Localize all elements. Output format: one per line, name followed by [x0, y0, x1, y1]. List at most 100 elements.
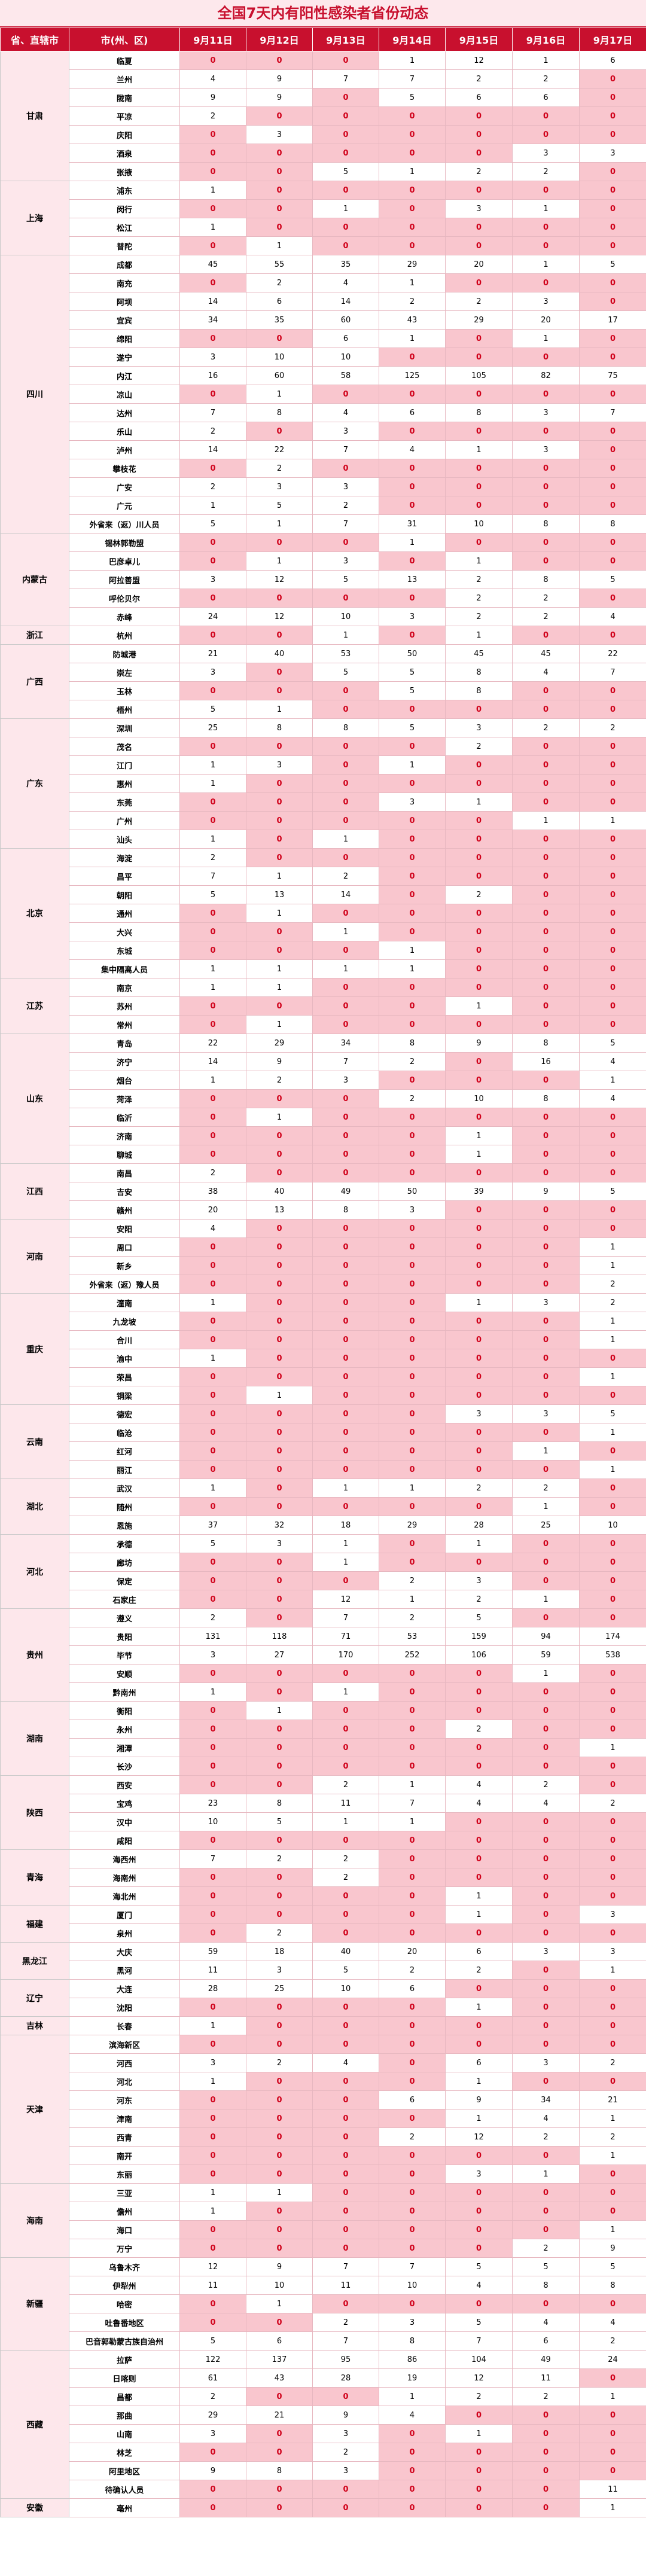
count-cell: 0	[312, 1404, 379, 1423]
table-row: 海南州 0 0 2 0 0 0 0	[1, 1868, 646, 1887]
table-row: 湘潭 0 0 0 0 0 0 1	[1, 1738, 646, 1757]
city-cell: 拉萨	[69, 2350, 180, 2369]
count-cell: 0	[512, 830, 580, 849]
count-cell: 0	[246, 2443, 313, 2462]
count-cell: 1	[179, 1478, 246, 1498]
count-cell: 0	[379, 2016, 446, 2035]
count-cell: 0	[445, 904, 513, 923]
count-cell: 0	[579, 273, 646, 292]
count-cell: 4	[512, 2313, 580, 2332]
city-cell: 新乡	[69, 1256, 180, 1275]
city-cell: 黔南州	[69, 1682, 180, 1702]
count-cell: 16	[179, 366, 246, 385]
count-cell: 0	[512, 1312, 580, 1331]
table-row: 临沧 0 0 0 0 0 0 1	[1, 1423, 646, 1442]
province-cell: 新疆	[0, 2257, 69, 2351]
count-cell: 10	[579, 1516, 646, 1535]
city-cell: 阿里地区	[69, 2461, 180, 2480]
city-cell: 阿拉善盟	[69, 570, 180, 589]
count-cell: 1	[579, 1312, 646, 1331]
city-cell: 南充	[69, 273, 180, 292]
table-row: 随州 0 0 0 0 0 1 0	[1, 1497, 646, 1516]
count-cell: 0	[379, 2146, 446, 2165]
count-cell: 0	[512, 1738, 580, 1757]
count-cell: 0	[179, 1237, 246, 1257]
count-cell: 75	[579, 366, 646, 385]
city-cell: 遵义	[69, 1608, 180, 1627]
city-cell: 菏泽	[69, 1089, 180, 1108]
count-cell: 0	[179, 459, 246, 478]
table-row: 永州 0 0 0 0 2 0 0	[1, 1720, 646, 1739]
count-cell: 0	[179, 1367, 246, 1386]
count-cell: 2	[445, 1720, 513, 1739]
count-cell: 0	[312, 681, 379, 700]
count-cell: 0	[579, 329, 646, 348]
count-cell: 22	[579, 644, 646, 663]
count-cell: 0	[179, 737, 246, 756]
count-cell: 10	[246, 2276, 313, 2295]
table-row: 儋州 1 0 0 0 0 0 0	[1, 2202, 646, 2221]
count-cell: 0	[246, 1590, 313, 1609]
count-cell: 1	[579, 1256, 646, 1275]
count-cell: 0	[512, 2146, 580, 2165]
table-row: 常州 0 1 0 0 0 0 0	[1, 1015, 646, 1034]
table-row: 宜宾 34 35 60 43 29 20 17	[1, 310, 646, 330]
table-row: 渝中 1 0 0 0 0 0 0	[1, 1349, 646, 1368]
count-cell: 0	[246, 830, 313, 849]
count-cell: 95	[312, 2350, 379, 2369]
count-cell: 0	[246, 329, 313, 348]
city-cell: 黑河	[69, 1961, 180, 1980]
count-cell: 2	[179, 848, 246, 867]
count-cell: 1	[445, 1886, 513, 1906]
count-cell: 0	[579, 2202, 646, 2221]
city-cell: 庆阳	[69, 125, 180, 144]
count-cell: 0	[445, 848, 513, 867]
count-cell: 2	[379, 1571, 446, 1590]
header-date: 9月16日	[512, 28, 580, 51]
province-cell: 青海	[0, 1849, 69, 1906]
city-cell: 德宏	[69, 1404, 180, 1423]
city-cell: 儋州	[69, 2202, 180, 2221]
count-cell: 0	[579, 1720, 646, 1739]
count-cell: 60	[246, 366, 313, 385]
count-cell: 0	[379, 1757, 446, 1776]
city-cell: 遂宁	[69, 347, 180, 367]
city-cell: 海淀	[69, 848, 180, 867]
count-cell: 0	[312, 1831, 379, 1850]
count-cell: 0	[445, 1553, 513, 1572]
count-cell: 1	[179, 181, 246, 200]
city-cell: 青岛	[69, 1034, 180, 1053]
table-row: 待确认人员 0 0 0 0 0 0 11	[1, 2480, 646, 2499]
count-cell: 0	[445, 922, 513, 941]
count-cell: 2	[246, 273, 313, 292]
table-row: 达州 7 8 4 6 8 3 7	[1, 403, 646, 422]
count-cell: 0	[246, 106, 313, 126]
count-cell: 0	[379, 996, 446, 1016]
count-cell: 0	[312, 2498, 379, 2517]
count-cell: 0	[512, 996, 580, 1016]
city-cell: 宝鸡	[69, 1794, 180, 1813]
city-cell: 杭州	[69, 626, 180, 645]
count-cell: 0	[445, 2016, 513, 2035]
count-cell: 1	[579, 2387, 646, 2406]
count-cell: 0	[512, 236, 580, 255]
count-cell: 0	[179, 2313, 246, 2332]
count-cell: 3	[179, 1645, 246, 1665]
count-cell: 1	[512, 329, 580, 348]
count-cell: 0	[246, 941, 313, 960]
count-cell: 0	[312, 774, 379, 793]
count-cell: 0	[445, 1052, 513, 1071]
count-cell: 0	[179, 811, 246, 830]
count-cell: 0	[379, 385, 446, 404]
count-cell: 5	[179, 700, 246, 719]
count-cell: 0	[445, 1849, 513, 1868]
count-cell: 0	[512, 1200, 580, 1220]
count-cell: 0	[179, 1089, 246, 1108]
count-cell: 1	[179, 959, 246, 978]
city-cell: 吉安	[69, 1182, 180, 1201]
count-cell: 0	[246, 1886, 313, 1906]
count-cell: 0	[379, 1126, 446, 1145]
count-cell: 3	[512, 1293, 580, 1312]
table-row: 通州 0 1 0 0 0 0 0	[1, 904, 646, 923]
city-cell: 海南州	[69, 1868, 180, 1887]
